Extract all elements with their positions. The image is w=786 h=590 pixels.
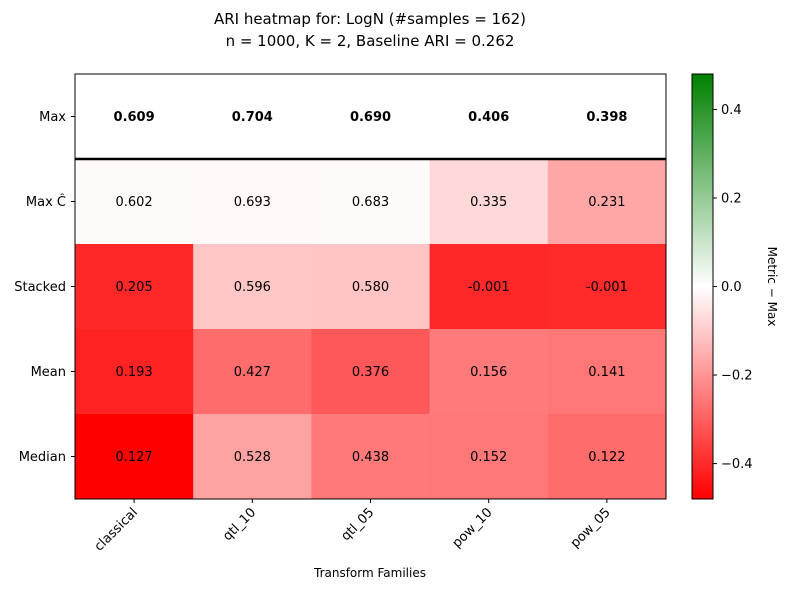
cell-value-label: 0.335 xyxy=(470,195,507,210)
heatmap-cell xyxy=(547,414,667,500)
heatmap-cell xyxy=(311,159,431,245)
cell-value-label: 0.683 xyxy=(352,195,389,210)
colorbar-tick-label: −0.4 xyxy=(721,457,753,472)
y-tick-label: Mean xyxy=(31,365,66,380)
cell-value-label: 0.193 xyxy=(115,365,152,380)
cell-value-label: 0.141 xyxy=(588,365,625,380)
heatmap-cell xyxy=(547,159,667,245)
heatmap-cell xyxy=(193,74,312,160)
cell-value-label: 0.152 xyxy=(470,450,507,465)
heatmap-cell xyxy=(75,159,194,245)
y-tick-label: Max xyxy=(39,110,66,125)
heatmap-cell xyxy=(311,414,431,500)
cell-value-label: 0.398 xyxy=(586,110,627,125)
chart-subtitle: n = 1000, K = 2, Baseline ARI = 0.262 xyxy=(226,32,515,50)
heatmap-cell xyxy=(75,329,194,415)
cell-value-label: 0.528 xyxy=(234,450,271,465)
cell-value-label: 0.690 xyxy=(350,110,391,125)
heatmap-cell xyxy=(429,329,549,415)
heatmap-cell xyxy=(429,159,549,245)
x-axis-label: Transform Families xyxy=(313,566,426,580)
colorbar-tick-label: −0.2 xyxy=(721,369,753,384)
cell-value-label: -0.001 xyxy=(468,280,510,295)
cell-value-label: 0.704 xyxy=(232,110,273,125)
heatmap-cell xyxy=(75,74,194,160)
heatmap-cell xyxy=(75,414,194,500)
cell-value-label: 0.602 xyxy=(115,195,152,210)
heatmap-cell xyxy=(311,329,431,415)
cell-value-label: 0.122 xyxy=(588,450,625,465)
cell-value-label: 0.609 xyxy=(114,110,155,125)
heatmap-cell xyxy=(547,329,667,415)
cell-value-label: 0.231 xyxy=(588,195,625,210)
cell-value-label: 0.156 xyxy=(470,365,507,380)
heatmap-cell xyxy=(311,74,431,160)
chart-title: ARI heatmap for: LogN (#samples = 162) xyxy=(214,10,526,28)
heatmap-cell xyxy=(429,244,549,330)
cell-value-label: 0.376 xyxy=(352,365,389,380)
heatmap-cell xyxy=(193,414,312,500)
y-tick-label: Stacked xyxy=(14,280,66,295)
heatmap-cell xyxy=(311,244,431,330)
cell-value-label: -0.001 xyxy=(586,280,628,295)
heatmap-cell xyxy=(75,244,194,330)
y-tick-label: Median xyxy=(19,450,66,465)
colorbar-tick-label: 0.4 xyxy=(721,103,742,118)
heatmap-cell xyxy=(429,414,549,500)
y-axis: Max Max Ĉ Stacked Mean Median xyxy=(14,110,75,465)
heatmap-cell xyxy=(193,244,312,330)
cell-value-label: 0.427 xyxy=(234,365,271,380)
cell-value-label: 0.127 xyxy=(115,450,152,465)
y-tick-label: Max Ĉ xyxy=(26,194,66,210)
x-tick-label: pow_05 xyxy=(568,505,614,551)
colorbar-label: Metric − Max xyxy=(765,247,779,327)
cell-value-label: 0.438 xyxy=(352,450,389,465)
x-tick-label: qtl_05 xyxy=(338,505,377,544)
heatmap-cell xyxy=(193,159,312,245)
colorbar: 0.4 0.2 0.0 −0.2 −0.4 xyxy=(691,73,753,500)
heatmap-cell xyxy=(547,74,667,160)
x-tick-label: qtl_10 xyxy=(220,505,259,544)
x-tick-label: classical xyxy=(92,505,141,554)
heatmap-cells xyxy=(75,74,667,500)
heatmap-cell-labels: 0.609 0.704 0.690 0.406 0.398 0.602 0.693 0.683… xyxy=(114,110,628,465)
heatmap-cell xyxy=(429,74,549,160)
cell-value-label: 0.406 xyxy=(468,110,509,125)
cell-value-label: 0.596 xyxy=(234,280,271,295)
cell-value-label: 0.205 xyxy=(115,280,152,295)
colorbar-tick-label: 0.2 xyxy=(721,191,742,206)
cell-value-label: 0.693 xyxy=(234,195,271,210)
cell-value-label: 0.580 xyxy=(352,280,389,295)
heatmap-cell xyxy=(193,329,312,415)
colorbar-gradient xyxy=(691,73,714,500)
colorbar-tick-label: 0.0 xyxy=(721,280,742,295)
x-axis: classical qtl_10 qtl_05 pow_10 pow_05 xyxy=(92,499,614,554)
x-tick-label: pow_10 xyxy=(450,505,496,551)
heatmap-cell xyxy=(547,244,667,330)
